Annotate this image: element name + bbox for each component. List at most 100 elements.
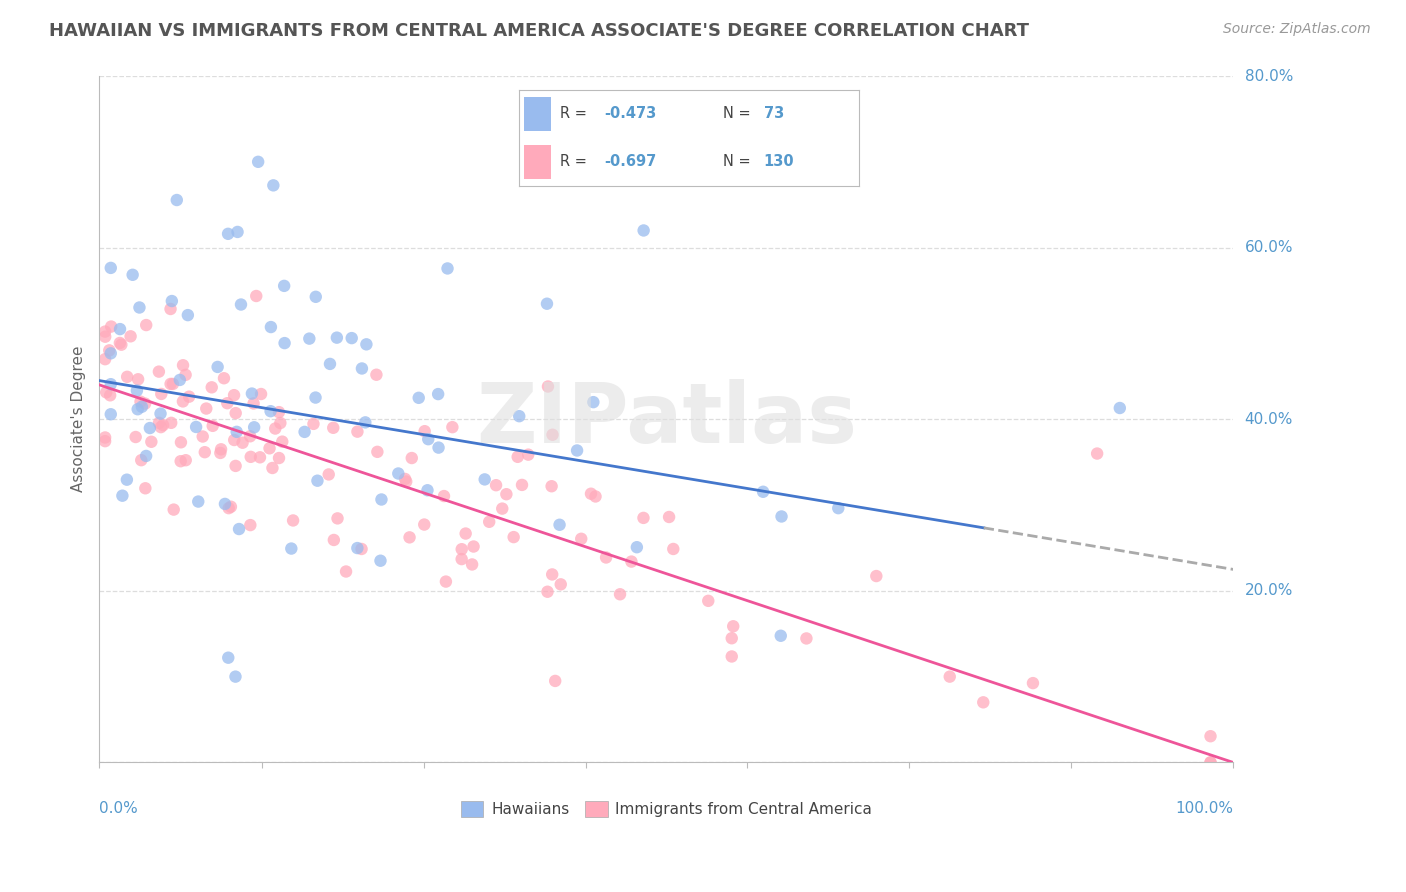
Text: HAWAIIAN VS IMMIGRANTS FROM CENTRAL AMERICA ASSOCIATE'S DEGREE CORRELATION CHART: HAWAIIAN VS IMMIGRANTS FROM CENTRAL AMER… <box>49 22 1029 40</box>
Point <box>94 352 117 367</box>
Point <box>302 417 325 431</box>
Point <box>395 475 418 489</box>
Point <box>697 594 720 608</box>
Point <box>294 425 316 439</box>
Text: 60.0%: 60.0% <box>1244 240 1294 255</box>
Point <box>194 445 217 459</box>
Point <box>239 429 262 443</box>
Point <box>108 322 131 336</box>
Point <box>100 319 122 334</box>
Point <box>159 376 181 391</box>
Point <box>769 629 792 643</box>
Point <box>662 541 685 556</box>
Point <box>478 515 501 529</box>
Point <box>115 473 138 487</box>
Point <box>585 490 607 504</box>
Point <box>1108 401 1130 415</box>
Point <box>94 430 117 444</box>
Point <box>463 540 485 554</box>
Point <box>461 558 484 572</box>
Point <box>110 337 132 351</box>
Point <box>239 518 262 533</box>
Point <box>1085 446 1108 460</box>
Point <box>271 434 294 449</box>
Point <box>595 550 617 565</box>
Point <box>148 365 170 379</box>
Point <box>242 396 264 410</box>
Point <box>125 384 148 398</box>
Point <box>174 368 197 382</box>
Point <box>319 357 342 371</box>
Point <box>491 501 513 516</box>
Point <box>212 371 235 385</box>
Point <box>135 318 157 332</box>
Point <box>170 435 193 450</box>
Point <box>413 517 436 532</box>
Text: 20.0%: 20.0% <box>1244 583 1294 599</box>
Point <box>225 425 247 439</box>
Point <box>356 337 378 351</box>
Point <box>354 416 377 430</box>
Point <box>100 407 122 421</box>
Point <box>94 434 117 449</box>
Point <box>510 478 533 492</box>
Point <box>340 331 363 345</box>
Point <box>191 429 214 443</box>
Point <box>541 567 564 582</box>
Point <box>174 453 197 467</box>
Point <box>217 650 239 665</box>
Point <box>150 387 173 401</box>
Point <box>1022 676 1045 690</box>
Point <box>770 509 793 524</box>
Point <box>280 541 302 556</box>
Point <box>569 532 592 546</box>
Point <box>474 472 496 486</box>
Point <box>149 407 172 421</box>
Point <box>398 530 420 544</box>
Point <box>152 418 174 433</box>
Point <box>159 301 181 316</box>
Point <box>115 369 138 384</box>
Point <box>433 489 456 503</box>
Point <box>307 474 329 488</box>
Legend: Hawaiians, Immigrants from Central America: Hawaiians, Immigrants from Central Ameri… <box>454 796 879 823</box>
Point <box>1199 729 1222 743</box>
Point <box>108 335 131 350</box>
Point <box>408 391 430 405</box>
Point <box>434 574 457 589</box>
Point <box>418 432 440 446</box>
Point <box>401 450 423 465</box>
Point <box>195 401 218 416</box>
Point <box>565 443 588 458</box>
Point <box>224 433 246 447</box>
Point <box>318 467 340 482</box>
Point <box>218 501 240 516</box>
Point <box>938 670 960 684</box>
Point <box>548 517 571 532</box>
Point <box>172 358 194 372</box>
Point <box>262 461 284 475</box>
Point <box>245 289 267 303</box>
Point <box>346 425 368 439</box>
Point <box>267 450 290 465</box>
Point <box>541 427 564 442</box>
Point <box>184 420 207 434</box>
Point <box>1199 756 1222 770</box>
Point <box>134 481 156 495</box>
Point <box>436 261 458 276</box>
Point <box>229 297 252 311</box>
Point <box>149 420 172 434</box>
Point <box>249 450 271 465</box>
Point <box>540 479 562 493</box>
Point <box>366 445 388 459</box>
Point <box>502 530 524 544</box>
Point <box>207 359 229 374</box>
Point <box>450 542 472 557</box>
Point <box>720 649 742 664</box>
Point <box>94 325 117 339</box>
Point <box>582 395 605 409</box>
Point <box>240 386 263 401</box>
Point <box>214 497 236 511</box>
Point <box>273 278 295 293</box>
Point <box>350 541 373 556</box>
